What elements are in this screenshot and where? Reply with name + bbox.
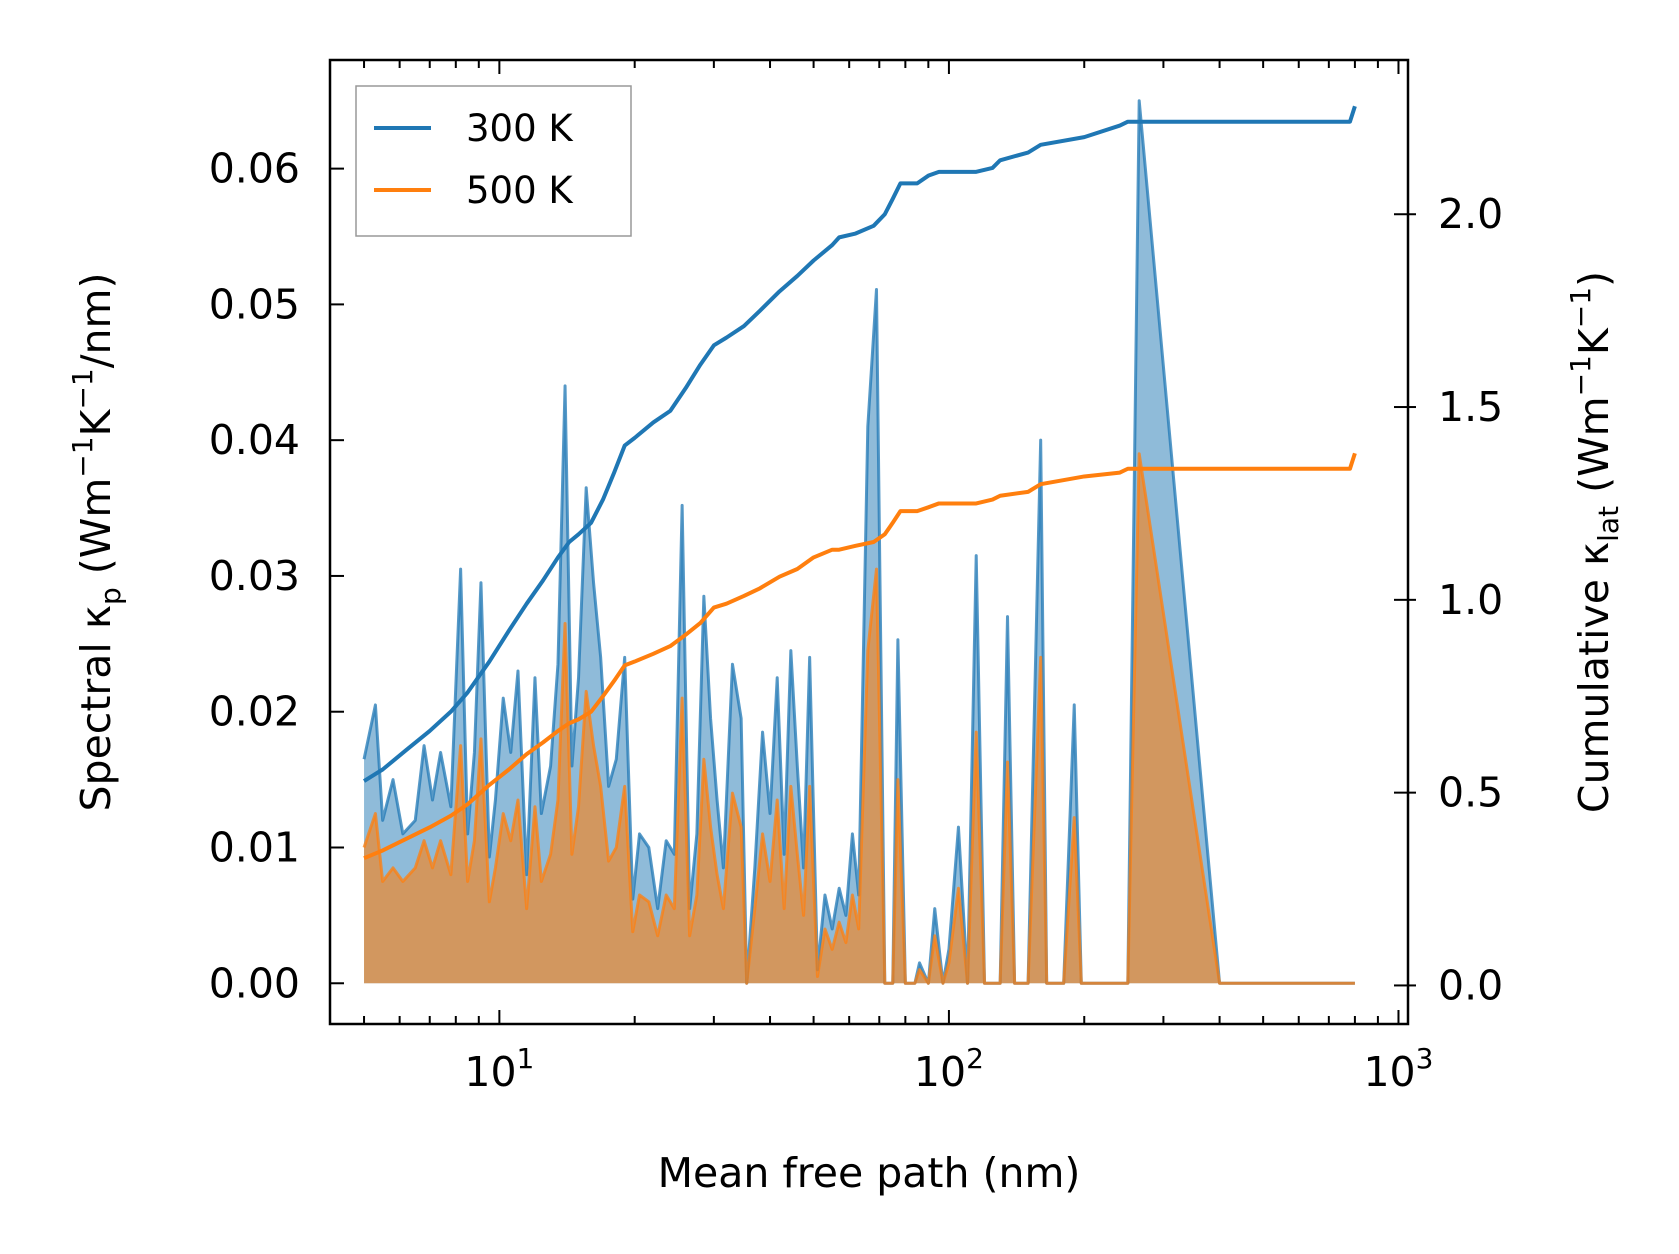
y-right-tick-label: 1.5 (1438, 383, 1503, 431)
y-left-tick-label: 0.02 (209, 688, 300, 736)
cumulative-line-300k (362, 105, 1357, 783)
x-tick-label: 102 (914, 1042, 984, 1096)
y-left-axis-title: Spectral κp (Wm−1K−1/nm) (66, 273, 127, 812)
plot-area (362, 99, 1357, 985)
x-tick-label: 101 (464, 1042, 534, 1096)
x-axis-title: Mean free path (nm) (658, 1149, 1081, 1197)
legend: 300 K 500 K (355, 85, 632, 237)
x-tick-label: 103 (1363, 1042, 1433, 1096)
y-right-tick-label: 0.0 (1438, 961, 1503, 1009)
y-left-tick-label: 0.01 (209, 823, 300, 871)
y-right-tick-label: 0.5 (1438, 769, 1503, 817)
cumulative-line-500k (363, 452, 1357, 861)
y-left-tick-label: 0.06 (209, 145, 300, 193)
legend-box (355, 85, 632, 237)
y-left-tick-label: 0.05 (209, 280, 300, 328)
y-left-tick-label: 0.03 (209, 552, 300, 600)
spectral-line-500k (362, 452, 1356, 985)
y-right-tick-label: 1.0 (1438, 576, 1503, 624)
y-left-tick-label: 0.04 (209, 416, 300, 464)
legend-label: 500 K (466, 169, 574, 212)
legend-label: 300 K (466, 107, 574, 150)
y-right-tick-label: 2.0 (1438, 190, 1503, 238)
y-right-axis-title: Cumulative κlat (Wm−1K−1) (1564, 271, 1625, 813)
axes: 101 102 103 0.00 0.01 0.02 0.03 0.04 0.05 0.06 0.0… (66, 58, 1625, 1197)
y-left-tick-label: 0.00 (209, 959, 300, 1007)
plot-frame (328, 58, 1410, 1026)
